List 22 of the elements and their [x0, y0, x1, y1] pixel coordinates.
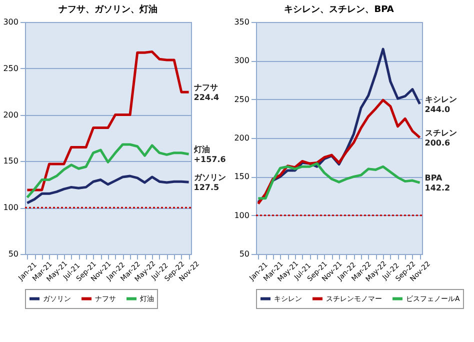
line-series [26, 174, 190, 204]
chart-title: キシレン、スチレン、BPA [284, 5, 394, 15]
y-tick-label: 350 [234, 18, 250, 26]
y-tick-label: 50 [239, 250, 250, 258]
chart-title: ナフサ、ガソリン、灯油 [58, 4, 158, 15]
y-tick-label: 300 [234, 56, 250, 66]
y-tick-label: 250 [234, 94, 250, 104]
y-tick-label: 300 [3, 18, 18, 26]
y-tick-label: 200 [234, 134, 250, 142]
y-tick-label: 50 [8, 250, 18, 258]
y-tick-label: 100 [234, 210, 250, 220]
y-tick-label: 150 [3, 156, 18, 166]
y-tick-label: 200 [3, 110, 18, 120]
annotation: キシレン 244.0 [424, 94, 457, 114]
annotation: ガソリン 127.5 [194, 173, 226, 192]
y-tick-label: 100 [3, 203, 18, 212]
annotation: スチレン 200.6 [424, 128, 457, 148]
y-tick-label: 250 [3, 64, 18, 73]
annotation: 灯油 +157.6 [192, 145, 226, 164]
y-tick-label: 150 [234, 172, 250, 182]
annotation: ナフサ 224.4 [194, 83, 220, 102]
annotation: BPA 142.2 [424, 174, 450, 193]
